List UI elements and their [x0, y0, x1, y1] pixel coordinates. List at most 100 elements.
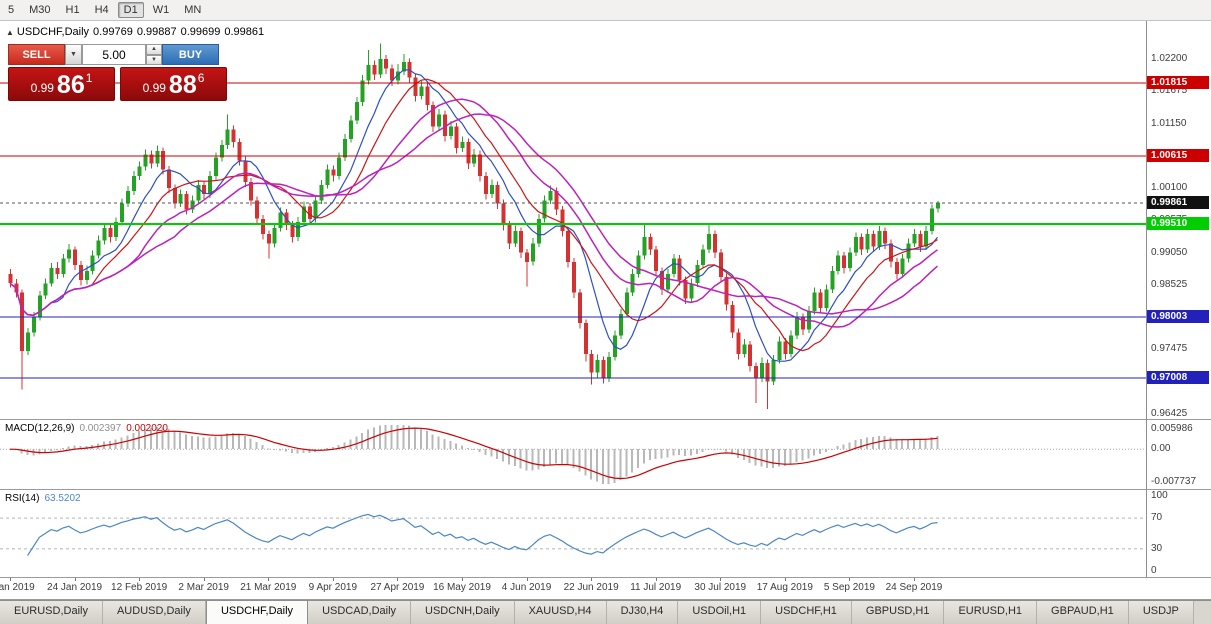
- date-axis-tick: [332, 578, 334, 581]
- macd-signal-value: 0.002020: [126, 423, 168, 434]
- price-line-badge: 0.98003: [1147, 309, 1209, 323]
- price-axis-tick: 1.02200: [1151, 53, 1188, 65]
- chart-tab-AUDUSD-Daily[interactable]: AUDUSD,Daily: [102, 601, 206, 624]
- timeframe-button-H4[interactable]: H4: [94, 4, 109, 16]
- date-axis-label: 4 Jun 2019: [501, 582, 552, 593]
- ohlc-low: 0.99699: [180, 26, 221, 38]
- chart-tab-USDCHF-H1[interactable]: USDCHF,H1: [761, 601, 852, 624]
- macd-axis-tick: 0.005986: [1151, 423, 1193, 434]
- date-axis-label: 16 May 2019: [433, 582, 491, 593]
- rsi-axis-tick: 0: [1151, 565, 1157, 576]
- buy-price-pips: 88: [168, 71, 197, 99]
- macd-histogram: [9, 424, 939, 485]
- rsi-pane-canvas[interactable]: [0, 490, 1146, 577]
- sell-price-display[interactable]: 0.99 86 1: [8, 67, 115, 101]
- date-axis-label: 11 Jul 2019: [630, 582, 682, 593]
- sell-price-point: 1: [85, 71, 93, 85]
- date-axis-label: 24 Sep 2019: [885, 582, 943, 593]
- rsi-axis-tick: 30: [1151, 542, 1163, 554]
- price-axis-tick: 1.01150: [1151, 117, 1187, 129]
- timeframe-button-D1[interactable]: D1: [117, 2, 144, 18]
- timeframe-toolbar: 5 M30 H1 H4 D1 W1 MN: [0, 0, 1211, 21]
- timeframe-button-MN[interactable]: MN: [184, 4, 202, 16]
- chart-tab-DJ30-H4[interactable]: DJ30,H4: [606, 601, 679, 624]
- macd-main-value: 0.002397: [79, 423, 122, 434]
- timeframe-button-W1[interactable]: W1: [152, 4, 170, 16]
- price-axis-tick: 1.00100: [1151, 182, 1188, 194]
- date-axis-tick: [720, 578, 722, 581]
- spin-up-icon[interactable]: ▲: [146, 44, 162, 55]
- macd-signal-line: [9, 427, 938, 480]
- horizontal-level-lines[interactable]: [0, 82, 1146, 379]
- date-axis-tick: [655, 578, 657, 581]
- pane-separator[interactable]: [0, 599, 1211, 600]
- price-chart-canvas[interactable]: [0, 21, 1146, 419]
- buy-button[interactable]: BUY: [162, 44, 219, 65]
- date-axis-label: 5 Sep 2019: [823, 582, 875, 593]
- pane-separator[interactable]: [0, 419, 1211, 420]
- date-axis-tick: [526, 578, 528, 581]
- buy-price-prefix: 0.99: [142, 81, 166, 95]
- chart-tab-USDCAD-Daily[interactable]: USDCAD,Daily: [308, 601, 412, 624]
- date-axis-tick: [203, 578, 205, 581]
- macd-axis-tick: 0.00: [1151, 443, 1171, 455]
- spin-down-icon[interactable]: ▼: [146, 54, 162, 65]
- price-line-badge: 1.01815: [1147, 75, 1209, 89]
- symbol-name: USDCHF,Daily: [16, 26, 90, 38]
- buy-price-display[interactable]: 0.99 88 6: [120, 67, 227, 101]
- volume-stepper: ▲ ▼: [146, 44, 162, 65]
- date-axis-label: 24 Jan 2019: [47, 582, 103, 593]
- chart-tab-USDCHF-Daily[interactable]: USDCHF,Daily: [205, 601, 309, 624]
- date-axis-label: 30 Jul 2019: [694, 582, 747, 593]
- chart-tab-USDJP[interactable]: USDJP: [1128, 601, 1194, 624]
- sell-price-pips: 86: [56, 71, 85, 99]
- moving-average-lines: [9, 69, 938, 362]
- pane-separator[interactable]: [0, 577, 1211, 578]
- date-axis-label: 21 Mar 2019: [240, 582, 297, 593]
- ohlc-open: 0.99769: [93, 26, 133, 38]
- price-axis-separator: [1146, 21, 1147, 577]
- timeframe-button-H1[interactable]: H1: [65, 4, 80, 16]
- chart-tab-GBPUSD-H1[interactable]: GBPUSD,H1: [851, 601, 945, 624]
- macd-label: MACD(12,26,9) 0.002397 0.002020: [5, 423, 173, 434]
- date-axis-label: 12 Feb 2019: [111, 582, 168, 593]
- date-axis-tick: [784, 578, 786, 581]
- chart-tab-EURUSD-H1[interactable]: EURUSD,H1: [944, 601, 1038, 624]
- macd-pane-canvas[interactable]: [0, 420, 1146, 489]
- sell-button[interactable]: SELL: [8, 44, 65, 65]
- chart-tab-bar: EURUSD,Daily AUDUSD,Daily USDCHF,Daily USDC…: [0, 600, 1211, 624]
- chart-tab-USDCNH-Daily[interactable]: USDCNH,Daily: [411, 601, 515, 624]
- price-line-badge: 0.97008: [1147, 370, 1209, 384]
- rsi-label: RSI(14) 63.5202: [5, 493, 86, 504]
- price-line-badge: 0.99510: [1147, 217, 1209, 231]
- sell-price-prefix: 0.99: [30, 81, 54, 95]
- rsi-value: 63.5202: [44, 493, 81, 504]
- chart-tab-GBPAUD-H1[interactable]: GBPAUD,H1: [1037, 601, 1129, 624]
- volume-input[interactable]: [82, 44, 146, 65]
- one-click-toggle-icon[interactable]: ▲: [6, 28, 14, 37]
- price-axis-tick: 0.99050: [1151, 246, 1188, 258]
- candles: [8, 43, 940, 410]
- price-axis-tick: 0.97475: [1151, 343, 1188, 355]
- one-click-trade-panel: SELL ▼ ▲ ▼ BUY 0.99 86 1 0.99 88 6: [8, 44, 227, 101]
- chart-tab-XAUUSD-H4[interactable]: XAUUSD,H4: [514, 601, 607, 624]
- volume-dropdown-icon[interactable]: ▼: [65, 44, 82, 65]
- macd-name: MACD(12,26,9): [5, 423, 75, 434]
- date-axis-tick: [397, 578, 399, 581]
- date-axis-tick: [268, 578, 270, 581]
- pane-separator[interactable]: [0, 489, 1211, 490]
- price-axis-tick: 1.01675: [1151, 85, 1188, 97]
- chart-tab-USDOil-H1[interactable]: USDOil,H1: [678, 601, 762, 624]
- price-axis-tick: 0.96425: [1151, 407, 1188, 419]
- price-axis-tick: 0.98525: [1151, 278, 1188, 290]
- chart-tab-EURUSD-Daily[interactable]: EURUSD,Daily: [0, 601, 103, 624]
- price-line-badge: 1.00615: [1147, 149, 1209, 163]
- ohlc-high: 0.99887: [136, 26, 177, 38]
- price-line-badge: 0.99861: [1147, 195, 1209, 209]
- rsi-axis-tick: 70: [1151, 512, 1163, 524]
- date-axis-label: 9 Apr 2019: [308, 582, 358, 593]
- rsi-line: [27, 513, 938, 556]
- timeframe-button-M30[interactable]: M30: [29, 4, 51, 16]
- timeframe-button-5[interactable]: 5: [8, 4, 15, 16]
